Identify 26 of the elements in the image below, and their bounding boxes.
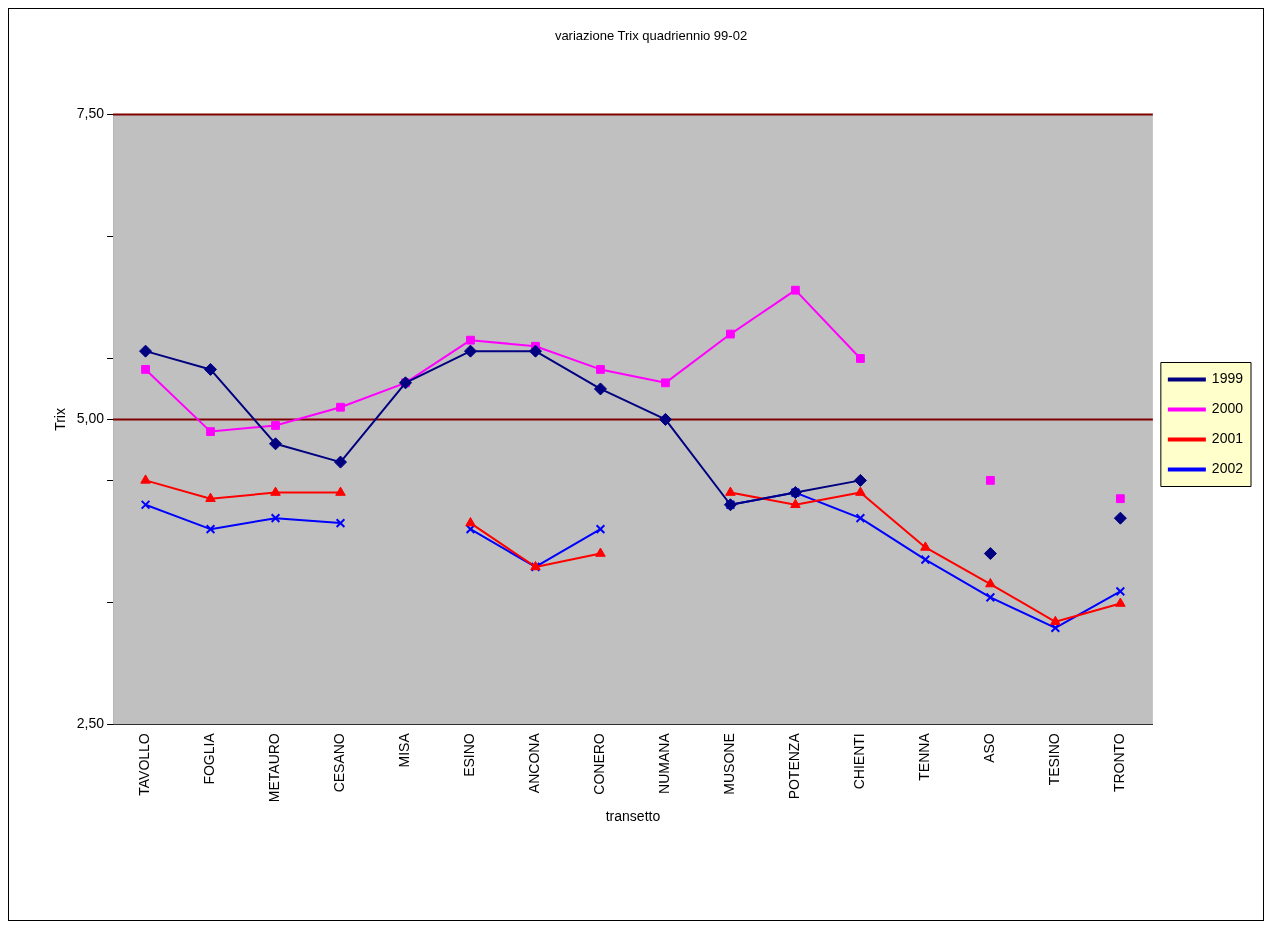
x-tick-label: POTENZA: [786, 732, 803, 800]
x-tick-label: ESINO: [461, 733, 478, 777]
x-tick-label: CESANO: [331, 733, 348, 793]
chart-title: variazione Trix quadriennio 99-02: [554, 28, 748, 44]
x-tick-label: ASO: [981, 733, 998, 763]
x-tick-label: TENNA: [916, 732, 933, 781]
x-tick-label: TESINO: [1046, 733, 1063, 786]
x-tick-label: TAVOLLO: [136, 733, 153, 796]
x-tick-label: CHIENTI: [851, 733, 868, 790]
legend-label: 1999: [1211, 370, 1244, 387]
y-axis-title: Trix: [52, 408, 69, 431]
legend-label: 2000: [1211, 400, 1244, 417]
x-tick-label: METAURO: [266, 733, 283, 803]
x-tick-label: TRONTO: [1111, 733, 1128, 793]
y-tick-label: 7,50: [76, 105, 105, 122]
x-tick-label: ANCONA: [526, 732, 543, 794]
legend-label: 2002: [1211, 460, 1244, 477]
x-tick-label: FOGLIA: [201, 732, 218, 785]
x-tick-label: CONERO: [591, 733, 608, 795]
legend-label: 2001: [1211, 430, 1244, 447]
x-tick-label: MUSONE: [721, 733, 738, 795]
y-tick-label: 2,50: [76, 715, 105, 732]
y-tick-label: 5,00: [76, 410, 105, 427]
x-axis-title: transetto: [605, 808, 661, 825]
x-tick-label: MISA: [396, 732, 413, 768]
x-tick-label: NUMANA: [656, 732, 673, 794]
